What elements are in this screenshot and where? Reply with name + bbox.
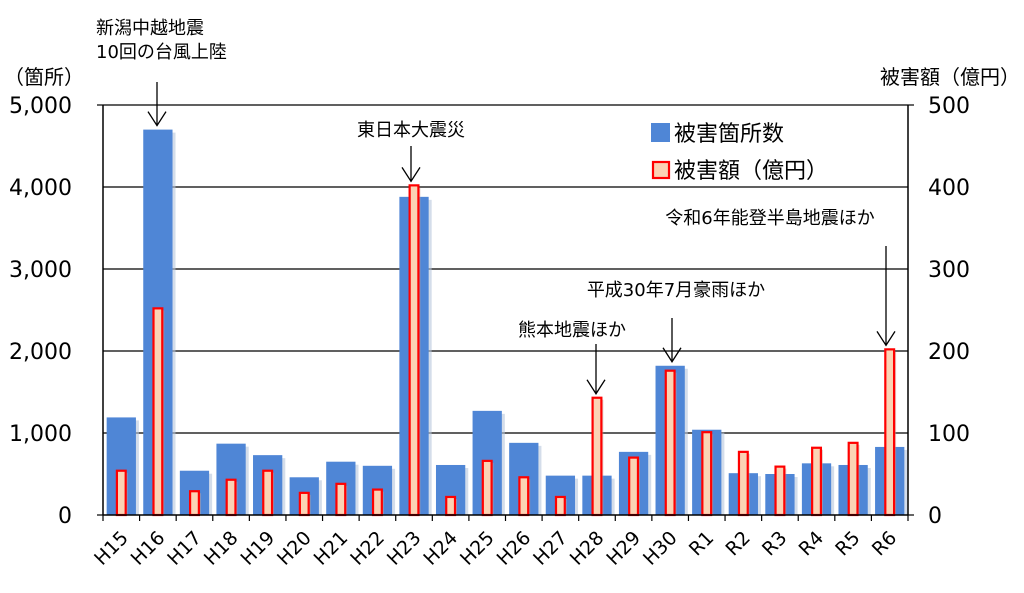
x-tick-label: H28: [566, 527, 609, 570]
y-left-tick-label: 0: [58, 504, 72, 529]
x-tick-label: H24: [419, 527, 462, 570]
annotation-label: 東日本大震災: [357, 120, 465, 141]
x-tick-label: H16: [127, 527, 170, 570]
legend-swatch-damage-count: [651, 123, 670, 142]
bar-damage-amount: [188, 490, 200, 517]
bar-damage-amount: [445, 495, 457, 517]
bar-damage-amount: [408, 184, 420, 517]
y-left-tick-label: 2,000: [9, 340, 72, 365]
bar-damage-amount: [262, 469, 274, 517]
y-left-tick-label: 5,000: [9, 94, 72, 119]
bar-damage-amount: [701, 431, 713, 517]
x-tick-label: H30: [639, 527, 682, 570]
x-tick-label: H25: [456, 527, 499, 570]
x-tick-label: H22: [346, 527, 389, 570]
annotation-arrowhead: [662, 347, 682, 363]
annotation-label: 新潟中越地震: [96, 18, 204, 39]
x-tick-label: H19: [236, 527, 279, 570]
annotation-arrowhead: [586, 379, 606, 395]
x-tick-label: H29: [602, 527, 645, 570]
y-right-unit-label: 被害額（億円）: [880, 65, 1020, 89]
y-right-tick-label: 100: [928, 422, 970, 447]
axes: [97, 104, 914, 521]
legend-label-damage-amount: 被害額（億円）: [674, 159, 828, 184]
y-right-tick-label: 400: [928, 176, 970, 201]
x-tick-label: R2: [721, 527, 754, 560]
x-tick-label: H17: [163, 527, 206, 570]
annotation-label: 平成30年7月豪雨ほか: [587, 280, 765, 301]
x-tick-label: R1: [685, 527, 718, 560]
x-tick-label: R3: [758, 527, 791, 560]
y-left-tick-label: 3,000: [9, 258, 72, 283]
bar-damage-amount: [225, 478, 237, 517]
annotation-arrowhead: [401, 167, 421, 183]
y-right-tick-label: 500: [928, 94, 970, 119]
x-tick-label: H18: [200, 527, 243, 570]
legend-label-damage-count: 被害箇所数: [674, 122, 784, 147]
bar-damage-amount: [591, 396, 603, 517]
x-tick-label: R5: [831, 527, 864, 560]
annotation-label: 熊本地震ほか: [518, 320, 626, 341]
annotation-label: 10回の台風上陸: [96, 42, 227, 63]
bars: [106, 129, 908, 517]
bar-damage-amount: [152, 307, 164, 517]
x-tick-label: R6: [868, 527, 901, 560]
bar-damage-amount: [847, 441, 859, 517]
bar-damage-amount: [335, 482, 347, 517]
bar-damage-amount: [518, 476, 530, 517]
gridlines: [103, 104, 908, 434]
bar-damage-amount: [115, 469, 127, 517]
bar-damage-amount: [298, 491, 310, 517]
annotation-arrowhead: [876, 331, 896, 347]
legend-swatch-damage-amount: [651, 160, 671, 180]
bar-damage-amount: [811, 446, 823, 517]
x-tick-label: H26: [493, 527, 536, 570]
y-left-tick-label: 4,000: [9, 176, 72, 201]
annotation-label: 令和6年能登半島地震ほか: [665, 208, 874, 229]
bar-damage-amount: [664, 369, 676, 517]
bar-damage-amount: [554, 495, 566, 517]
x-tick-label: H23: [383, 527, 426, 570]
bar-damage-amount: [628, 456, 640, 517]
x-tick-label: H15: [90, 527, 133, 570]
y-right-tick-label: 300: [928, 258, 970, 283]
y-right-tick-label: 0: [928, 504, 942, 529]
bar-damage-amount: [481, 459, 493, 517]
y-left-unit-label: （箇所）: [4, 65, 84, 89]
y-left-tick-label: 1,000: [9, 422, 72, 447]
bar-damage-amount: [737, 450, 749, 517]
bar-damage-amount: [774, 465, 786, 517]
bar-damage-amount: [371, 488, 383, 517]
x-tick-label: R4: [795, 527, 828, 560]
x-tick-label: H21: [310, 527, 353, 570]
bar-damage-amount: [884, 348, 896, 517]
annotation-arrowhead: [147, 111, 167, 127]
x-tick-label: H27: [529, 527, 572, 570]
y-right-tick-label: 200: [928, 340, 970, 365]
x-tick-label: H20: [273, 527, 316, 570]
